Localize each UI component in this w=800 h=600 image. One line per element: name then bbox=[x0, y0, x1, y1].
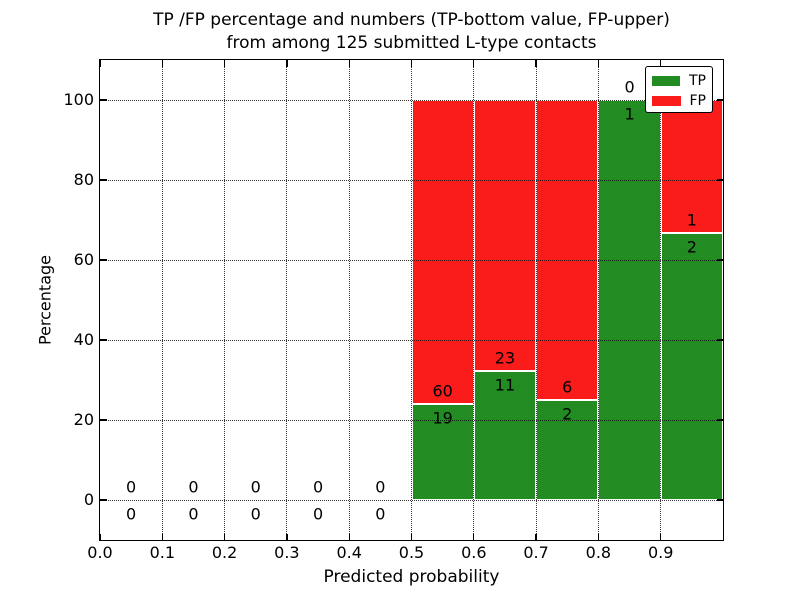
fp-count-label: 0 bbox=[188, 477, 199, 497]
axis-tick bbox=[410, 533, 413, 540]
axis-tick bbox=[100, 339, 107, 341]
axis-tick bbox=[597, 533, 600, 540]
tp-count-label: 0 bbox=[375, 504, 386, 524]
axis-tick bbox=[716, 499, 723, 501]
bar-tp-segment bbox=[660, 233, 723, 500]
v-gridline bbox=[660, 60, 662, 540]
axis-tick bbox=[716, 419, 723, 421]
bar-fp-segment bbox=[536, 100, 599, 400]
y-tick-label: 40 bbox=[73, 330, 94, 349]
fp-count-label: 23 bbox=[494, 348, 516, 368]
tp-count-label: 1 bbox=[624, 104, 635, 124]
fp-count-label: 0 bbox=[375, 477, 386, 497]
x-tick-label: 0.9 bbox=[647, 543, 674, 562]
bar-tp-segment bbox=[598, 100, 661, 500]
axis-tick bbox=[100, 499, 107, 501]
fp-count-label: 0 bbox=[624, 77, 635, 97]
axis-tick bbox=[660, 60, 662, 67]
legend-item-label: FP bbox=[689, 93, 707, 109]
v-gridline bbox=[597, 60, 599, 540]
axis-tick bbox=[161, 60, 163, 67]
axis-tick bbox=[660, 533, 662, 540]
x-tick-label: 0.8 bbox=[585, 543, 612, 562]
chart-title-line1: TP /FP percentage and numbers (TP-bottom… bbox=[153, 10, 670, 30]
x-tick-label: 0.4 bbox=[336, 543, 362, 562]
v-gridline bbox=[535, 60, 537, 540]
axis-tick bbox=[410, 60, 413, 67]
tp-count-label: 0 bbox=[312, 504, 324, 524]
axis-tick bbox=[161, 533, 163, 540]
x-axis-label: Predicted probability bbox=[323, 567, 500, 587]
x-tick-label: 0.1 bbox=[149, 543, 176, 562]
y-tick-label: 100 bbox=[63, 90, 94, 109]
bar-tp-segment bbox=[473, 370, 537, 500]
fp-count-label: 6 bbox=[562, 377, 573, 397]
x-tick-label: 0.6 bbox=[461, 543, 487, 562]
bar-fp-segment bbox=[411, 100, 474, 404]
axis-tick bbox=[223, 533, 226, 540]
fp-count-label: 0 bbox=[250, 477, 261, 497]
x-tick-label: 0.2 bbox=[211, 543, 238, 562]
axis-tick bbox=[348, 60, 350, 67]
bar-fp-segment bbox=[473, 100, 537, 371]
fp-count-label: 0 bbox=[312, 477, 324, 497]
axis-tick bbox=[473, 533, 475, 540]
legend-color-swatch bbox=[652, 96, 681, 106]
tp-count-label: 2 bbox=[562, 404, 573, 424]
x-tick-label: 0.5 bbox=[398, 543, 425, 562]
v-gridline bbox=[348, 60, 350, 540]
axis-tick bbox=[99, 60, 101, 67]
axis-tick bbox=[223, 60, 226, 67]
legend-item-label: TP bbox=[689, 73, 706, 89]
axis-tick bbox=[99, 533, 101, 540]
x-tick-label: 0.7 bbox=[523, 543, 549, 562]
axis-tick bbox=[716, 339, 723, 341]
legend-item: FP bbox=[652, 91, 706, 111]
axis-tick bbox=[286, 533, 288, 540]
axis-tick bbox=[535, 533, 537, 540]
legend: TP FP bbox=[645, 66, 713, 113]
axis-tick bbox=[597, 60, 600, 67]
axis-tick bbox=[716, 99, 723, 101]
axis-tick bbox=[100, 99, 107, 101]
axis-tick bbox=[473, 60, 475, 67]
v-gridline bbox=[473, 60, 475, 540]
v-gridline bbox=[224, 60, 226, 540]
axis-tick bbox=[100, 419, 107, 421]
fp-count-label: 0 bbox=[126, 477, 137, 497]
chart-title-line2: from among 125 submitted L-type contacts bbox=[226, 33, 597, 53]
axis-tick bbox=[716, 179, 723, 181]
v-gridline bbox=[286, 60, 288, 540]
fp-count-label: 60 bbox=[432, 381, 453, 401]
v-gridline bbox=[411, 60, 412, 540]
fp-count-label: 1 bbox=[686, 210, 697, 230]
axis-tick bbox=[100, 179, 107, 181]
y-tick-label: 60 bbox=[73, 250, 94, 269]
axis-tick bbox=[286, 60, 288, 67]
axis-tick bbox=[100, 259, 107, 261]
legend-color-swatch bbox=[652, 76, 680, 86]
v-gridline bbox=[161, 60, 163, 540]
tp-count-label: 19 bbox=[432, 408, 453, 428]
axis-tick bbox=[716, 259, 723, 261]
x-tick-label: 0.3 bbox=[274, 543, 300, 562]
tp-count-label: 0 bbox=[126, 504, 137, 524]
tp-count-label: 2 bbox=[686, 237, 697, 257]
y-tick-label: 0 bbox=[83, 490, 94, 509]
axis-tick bbox=[535, 60, 537, 67]
x-tick-label: 0.0 bbox=[87, 543, 113, 562]
plot-area: 0 0 0 0 0 0 0 0 0 0 60 19 23 11 6 2 0 1 1 2 bbox=[99, 60, 723, 540]
tp-count-label: 0 bbox=[188, 504, 199, 524]
legend-item: TP bbox=[652, 71, 706, 91]
axis-tick bbox=[348, 533, 350, 540]
tp-count-label: 0 bbox=[250, 504, 261, 524]
tp-count-label: 11 bbox=[494, 375, 516, 395]
chart-title: TP /FP percentage and numbers (TP-bottom… bbox=[100, 9, 723, 55]
bar-fp-segment bbox=[660, 100, 723, 234]
y-tick-label: 20 bbox=[73, 410, 94, 429]
y-tick-label: 80 bbox=[73, 170, 94, 189]
